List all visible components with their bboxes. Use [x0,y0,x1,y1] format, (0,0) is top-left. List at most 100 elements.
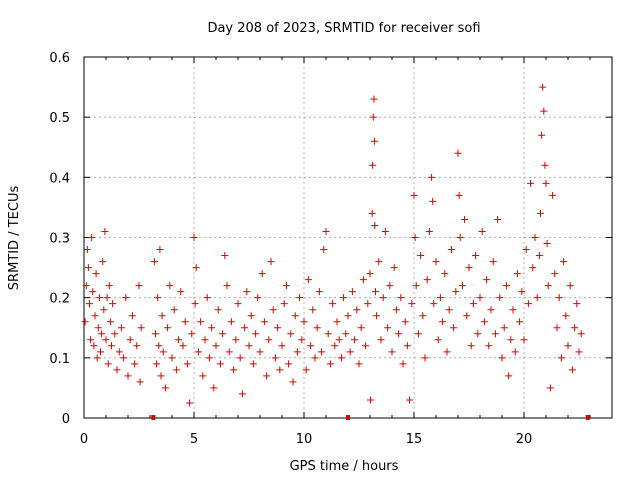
data-point [236,354,244,362]
data-point [537,209,544,217]
data-point [208,324,216,332]
data-point [500,324,508,332]
data-point [456,234,464,241]
data-point [94,324,102,332]
data-point [232,336,240,344]
data-point [541,161,549,169]
data-point [549,191,557,199]
data-point [539,83,547,91]
data-point [227,318,235,326]
data-point [216,360,224,368]
data-point [247,312,255,320]
data-point [538,131,546,139]
data-point [436,294,444,302]
data-point [491,330,499,338]
data-point [223,282,231,290]
axis-marker [585,415,590,420]
data-point [551,270,559,278]
data-point [428,173,436,181]
data-point [157,372,165,380]
data-point [307,342,315,350]
data-point [219,330,227,338]
data-point [432,258,440,266]
data-points [81,83,585,407]
data-point [408,300,416,308]
data-point [455,191,463,199]
data-point [535,252,543,260]
data-point [120,354,128,362]
data-point [527,179,535,187]
data-point [348,288,356,296]
data-point [392,306,400,314]
data-point [452,288,460,296]
data-point [377,336,385,344]
data-point [351,336,359,344]
data-point [109,300,117,308]
data-point [126,336,134,344]
data-point [458,282,466,290]
data-point [379,294,387,302]
data-point [194,348,202,356]
data-point [322,227,330,235]
data-point [505,372,513,380]
x-tick-label: 20 [516,432,533,447]
data-point [103,294,111,302]
data-point [370,95,378,103]
data-point [122,294,130,302]
data-point [265,336,273,344]
data-point [531,234,539,241]
data-point [267,258,275,266]
data-point [520,336,528,344]
y-axis-label: SRMTID / TECUs [7,186,22,291]
data-point [388,348,396,356]
data-point [571,324,579,332]
data-point [97,348,104,356]
data-point [381,227,389,235]
data-point [254,294,262,302]
data-point [274,324,282,332]
data-point [168,354,176,362]
data-point [346,348,354,356]
axis-marker [346,415,350,420]
data-point [546,384,554,392]
data-point [291,312,299,320]
y-tick-label: 0 [62,412,70,427]
data-point [474,330,482,338]
data-point [256,348,264,356]
data-point [557,354,565,362]
data-point [483,276,491,284]
data-point [201,336,209,344]
y-tick-label: 0.2 [49,292,70,307]
data-point [89,288,97,296]
data-point [370,137,378,145]
data-point [298,336,306,344]
data-point [412,282,420,290]
data-point [390,264,398,272]
data-point [115,348,123,356]
data-point [476,294,484,302]
x-axis-label: GPS time / hours [290,459,399,474]
y-tick-label: 0.6 [49,51,70,66]
data-point [300,318,308,326]
data-point [105,282,113,290]
data-point [124,372,132,380]
data-point [243,288,251,296]
data-point [439,318,447,326]
data-point [287,330,295,338]
data-point [509,306,517,314]
axis-marker [151,415,156,420]
data-point [368,209,376,217]
data-point [101,227,109,235]
data-point [544,282,552,290]
data-point [543,240,551,248]
data-point [511,348,519,356]
data-point [108,342,115,350]
data-point [423,276,431,284]
data-point [461,215,469,223]
data-point [472,252,480,260]
data-point [410,191,418,199]
data-point [234,300,242,308]
data-point [136,378,144,386]
data-point [258,270,266,278]
data-point [87,336,95,344]
